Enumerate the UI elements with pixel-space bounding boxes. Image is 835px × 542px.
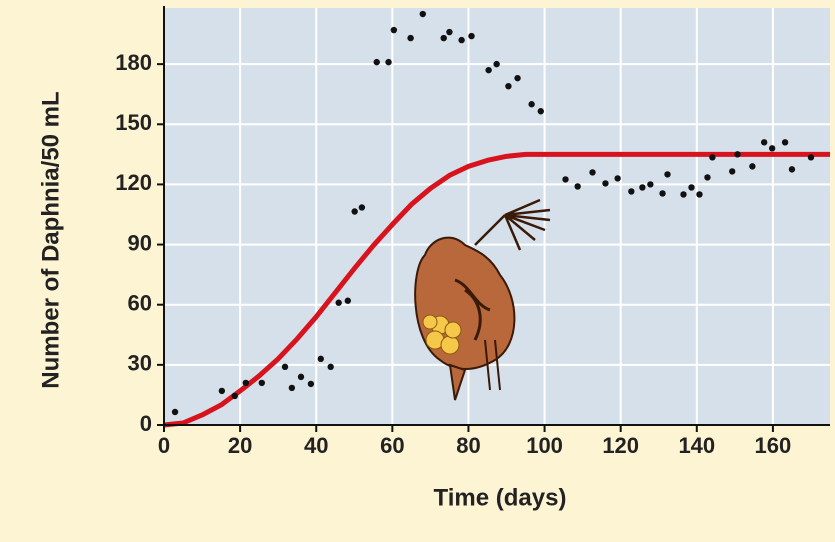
data-point [297,373,305,381]
data-point [344,297,352,304]
data-point [628,188,635,195]
x-axis-label: Time (days) [434,484,567,511]
x-tick-label: 140 [678,433,715,458]
data-point [390,26,398,34]
data-point [373,58,380,66]
y-tick-label: 0 [140,411,152,436]
data-point [664,171,671,178]
data-point [407,34,414,42]
data-point [288,384,296,392]
data-point [242,379,250,387]
data-point [639,184,646,191]
y-tick-label: 150 [115,110,152,135]
data-point [335,299,342,306]
data-point [468,32,475,40]
logistic-curve [163,151,830,428]
x-tick-label: 20 [228,433,252,458]
data-point [647,181,654,188]
x-tick-label: 0 [158,433,170,458]
data-point [493,60,500,68]
data-point [728,168,736,175]
data-point [458,36,465,44]
data-point [419,10,426,18]
y-axis-label: Number of Daphnia/50 mL [37,91,64,388]
y-tick-label: 180 [115,50,152,75]
data-point [218,387,226,395]
data-point [258,379,266,387]
data-point [760,139,768,146]
data-point [734,151,741,158]
data-point [505,82,512,90]
data-point [351,208,358,215]
data-point [696,191,703,198]
data-point [514,74,521,82]
data-point [317,355,324,363]
data-point [528,101,535,108]
x-tick-label: 80 [456,433,480,458]
data-point [485,66,492,74]
data-point [807,154,815,161]
x-tick-label: 100 [526,433,563,458]
x-tick-label: 60 [380,433,404,458]
data-point [385,58,392,66]
data-point [788,166,796,173]
data-point [440,34,447,42]
data-point [446,28,453,36]
y-tick-label: 60 [128,291,152,316]
data-point [602,180,609,187]
data-point [171,408,179,416]
data-point [307,380,315,388]
data-point [589,169,596,176]
x-tick-label: 160 [755,433,792,458]
data-point [659,190,666,197]
x-tick-label: 120 [602,433,639,458]
x-tick-label: 40 [304,433,328,458]
daphnia-illustration [414,198,551,401]
data-point [768,145,776,152]
data-point [749,163,756,170]
data-point [574,183,581,190]
data-point [614,175,621,182]
data-point [231,392,238,400]
data-point [281,363,289,371]
data-point [704,174,711,181]
y-tick-label: 90 [128,230,152,255]
y-tick-label: 30 [128,351,152,376]
data-point [358,204,366,211]
data-point [781,139,789,146]
data-point [537,108,544,115]
data-point [327,363,334,371]
data-point [688,184,695,191]
data-point [680,191,687,198]
y-tick-label: 120 [115,170,152,195]
data-point [562,176,569,183]
data-point [709,154,716,161]
